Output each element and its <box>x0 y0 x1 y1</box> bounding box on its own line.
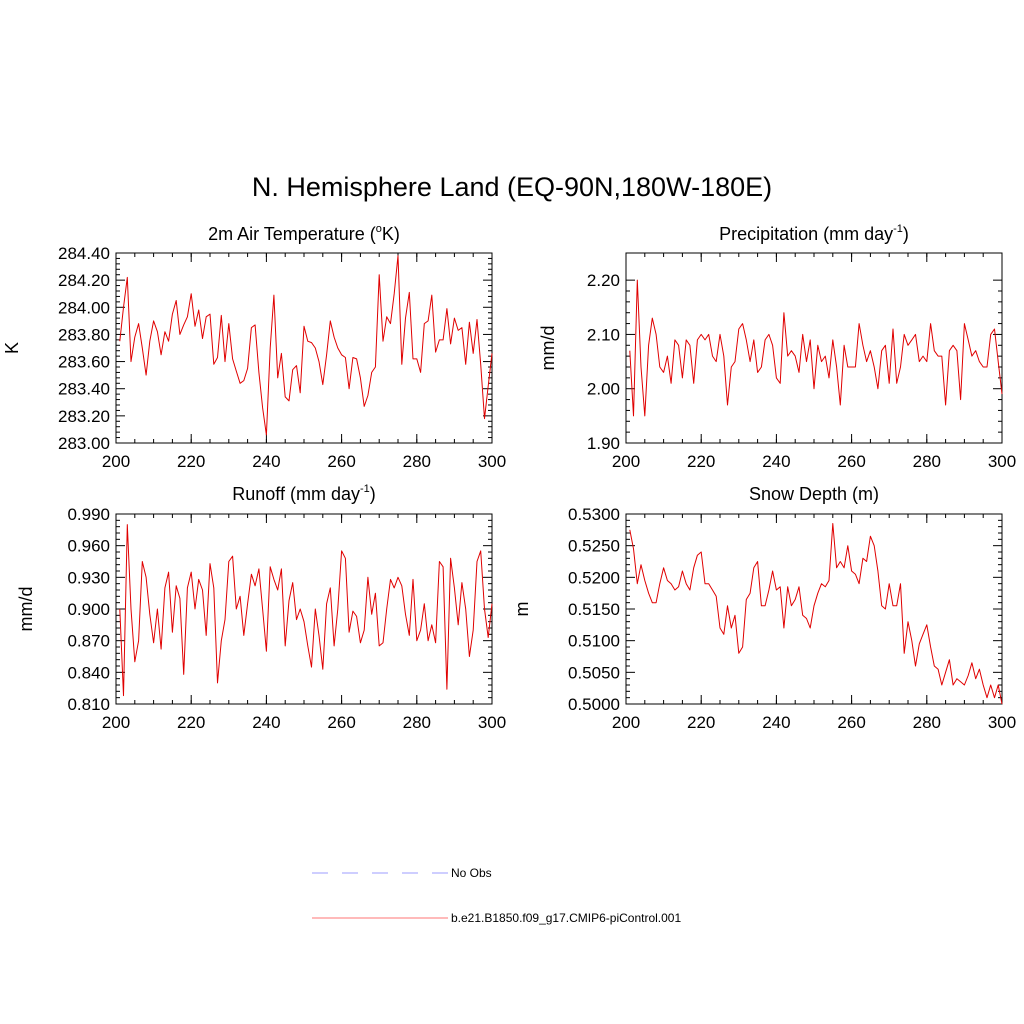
legend: No Obs b.e21.B1850.f09_g17.CMIP6-piContr… <box>312 866 681 925</box>
legend-label-model: b.e21.B1850.f09_g17.CMIP6-piControl.001 <box>451 911 681 925</box>
y-label-precipitation: mm/d <box>538 326 558 371</box>
x-tick-label: 300 <box>478 452 506 471</box>
x-tick-label: 300 <box>988 713 1016 732</box>
panel-precipitation: Precipitation (mm day-1) mm/d 200 220 240 2… <box>538 223 1016 471</box>
panel-title-snow-depth: Snow Depth (m) <box>749 484 879 504</box>
y-tick-label: 0.810 <box>67 695 110 714</box>
y-tick-label: 0.840 <box>67 663 110 682</box>
y-tick-label: 0.960 <box>67 537 110 556</box>
x-tick-label: 240 <box>762 452 790 471</box>
x-tick-label: 260 <box>327 452 355 471</box>
y-tick-label: 283.00 <box>58 434 110 453</box>
panel-title-precipitation: Precipitation (mm day-1) <box>719 223 909 244</box>
x-tick-label: 260 <box>327 713 355 732</box>
y-tick-label: 0.5150 <box>568 600 620 619</box>
x-tick-label: 280 <box>913 452 941 471</box>
y-tick-label: 2.10 <box>587 325 620 344</box>
y-tick-label: 283.40 <box>58 380 110 399</box>
y-tick-label: 2.00 <box>587 380 620 399</box>
x-tick-label: 260 <box>837 452 865 471</box>
series-line-air-temperature <box>119 255 493 436</box>
legend-label-no-obs: No Obs <box>451 866 492 880</box>
series-line-runoff <box>119 524 493 697</box>
x-tick-label: 240 <box>762 713 790 732</box>
y-tick-label: 0.5250 <box>568 537 620 556</box>
y-tick-label: 2.20 <box>587 271 620 290</box>
y-tick-label: 283.20 <box>58 407 110 426</box>
y-tick-label: 284.40 <box>58 244 110 263</box>
figure-title: N. Hemisphere Land (EQ-90N,180W-180E) <box>251 172 773 202</box>
x-tick-label: 260 <box>837 713 865 732</box>
y-tick-label: 0.5050 <box>568 663 620 682</box>
y-tick-label: 0.900 <box>67 600 110 619</box>
x-tick-label: 200 <box>612 452 640 471</box>
x-tick-label: 220 <box>177 713 205 732</box>
x-tick-label: 200 <box>612 713 640 732</box>
series-line-snow-depth <box>629 523 1003 705</box>
x-tick-label: 200 <box>102 452 130 471</box>
y-tick-label: 283.80 <box>58 325 110 344</box>
panel-title-air-temperature: 2m Air Temperature (oK) <box>208 223 400 244</box>
panel-title-runoff: Runoff (mm day-1) <box>232 483 376 504</box>
x-tick-label: 280 <box>403 713 431 732</box>
series-line-precipitation <box>629 279 1003 417</box>
plot-frame-precipitation <box>625 252 1003 444</box>
y-tick-label: 0.5100 <box>568 632 620 651</box>
x-tick-label: 240 <box>252 452 280 471</box>
y-tick-label: 283.60 <box>58 353 110 372</box>
x-tick-label: 280 <box>403 452 431 471</box>
y-tick-label: 0.5200 <box>568 568 620 587</box>
y-tick-label: 0.870 <box>67 632 110 651</box>
x-tick-label: 300 <box>988 452 1016 471</box>
y-label-runoff: mm/d <box>16 587 36 632</box>
y-tick-label: 0.5300 <box>568 505 620 524</box>
y-tick-label: 0.990 <box>67 505 110 524</box>
x-tick-label: 280 <box>913 713 941 732</box>
panel-air-temperature: 2m Air Temperature (oK) K 200 220 240 260 28… <box>2 223 506 471</box>
x-tick-label: 240 <box>252 713 280 732</box>
y-tick-label: 1.90 <box>587 434 620 453</box>
plot-frame-snow-depth <box>625 513 1003 705</box>
x-tick-label: 220 <box>177 452 205 471</box>
y-tick-label: 284.00 <box>58 298 110 317</box>
x-tick-label: 200 <box>102 713 130 732</box>
x-tick-label: 220 <box>687 713 715 732</box>
y-tick-label: 284.20 <box>58 271 110 290</box>
y-tick-label: 0.5000 <box>568 695 620 714</box>
plot-frame-runoff <box>115 513 493 705</box>
x-tick-label: 220 <box>687 452 715 471</box>
y-tick-label: 0.930 <box>67 568 110 587</box>
x-tick-label: 300 <box>478 713 506 732</box>
y-label-snow-depth: m <box>512 602 532 617</box>
panel-runoff: Runoff (mm day-1) mm/d 200 220 240 260 280 30… <box>16 483 506 732</box>
panel-snow-depth: Snow Depth (m) m 200 220 240 260 280 300 0.500… <box>512 484 1016 732</box>
y-label-air-temperature: K <box>2 342 22 354</box>
